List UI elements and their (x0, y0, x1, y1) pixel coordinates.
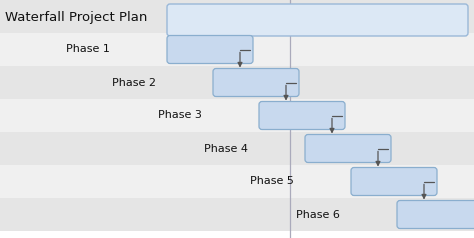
Bar (0, 0, 474, 33)
FancyBboxPatch shape (213, 69, 299, 96)
Bar (0, 66, 474, 99)
FancyBboxPatch shape (167, 35, 253, 64)
Text: Phase 6: Phase 6 (296, 209, 340, 219)
FancyBboxPatch shape (259, 101, 345, 129)
FancyBboxPatch shape (305, 134, 391, 163)
FancyBboxPatch shape (397, 200, 474, 228)
Bar (0, 33, 474, 66)
Text: Phase 5: Phase 5 (250, 177, 294, 187)
Text: Phase 2: Phase 2 (112, 78, 156, 88)
Bar (0, 165, 474, 198)
Text: Phase 1: Phase 1 (66, 45, 110, 55)
FancyBboxPatch shape (167, 4, 468, 36)
FancyBboxPatch shape (351, 168, 437, 195)
Bar (0, 99, 474, 132)
Bar (0, 132, 474, 165)
Text: Phase 4: Phase 4 (204, 144, 248, 154)
Text: Waterfall Project Plan: Waterfall Project Plan (5, 11, 147, 25)
Bar (0, 198, 474, 231)
Text: Phase 3: Phase 3 (158, 110, 202, 120)
